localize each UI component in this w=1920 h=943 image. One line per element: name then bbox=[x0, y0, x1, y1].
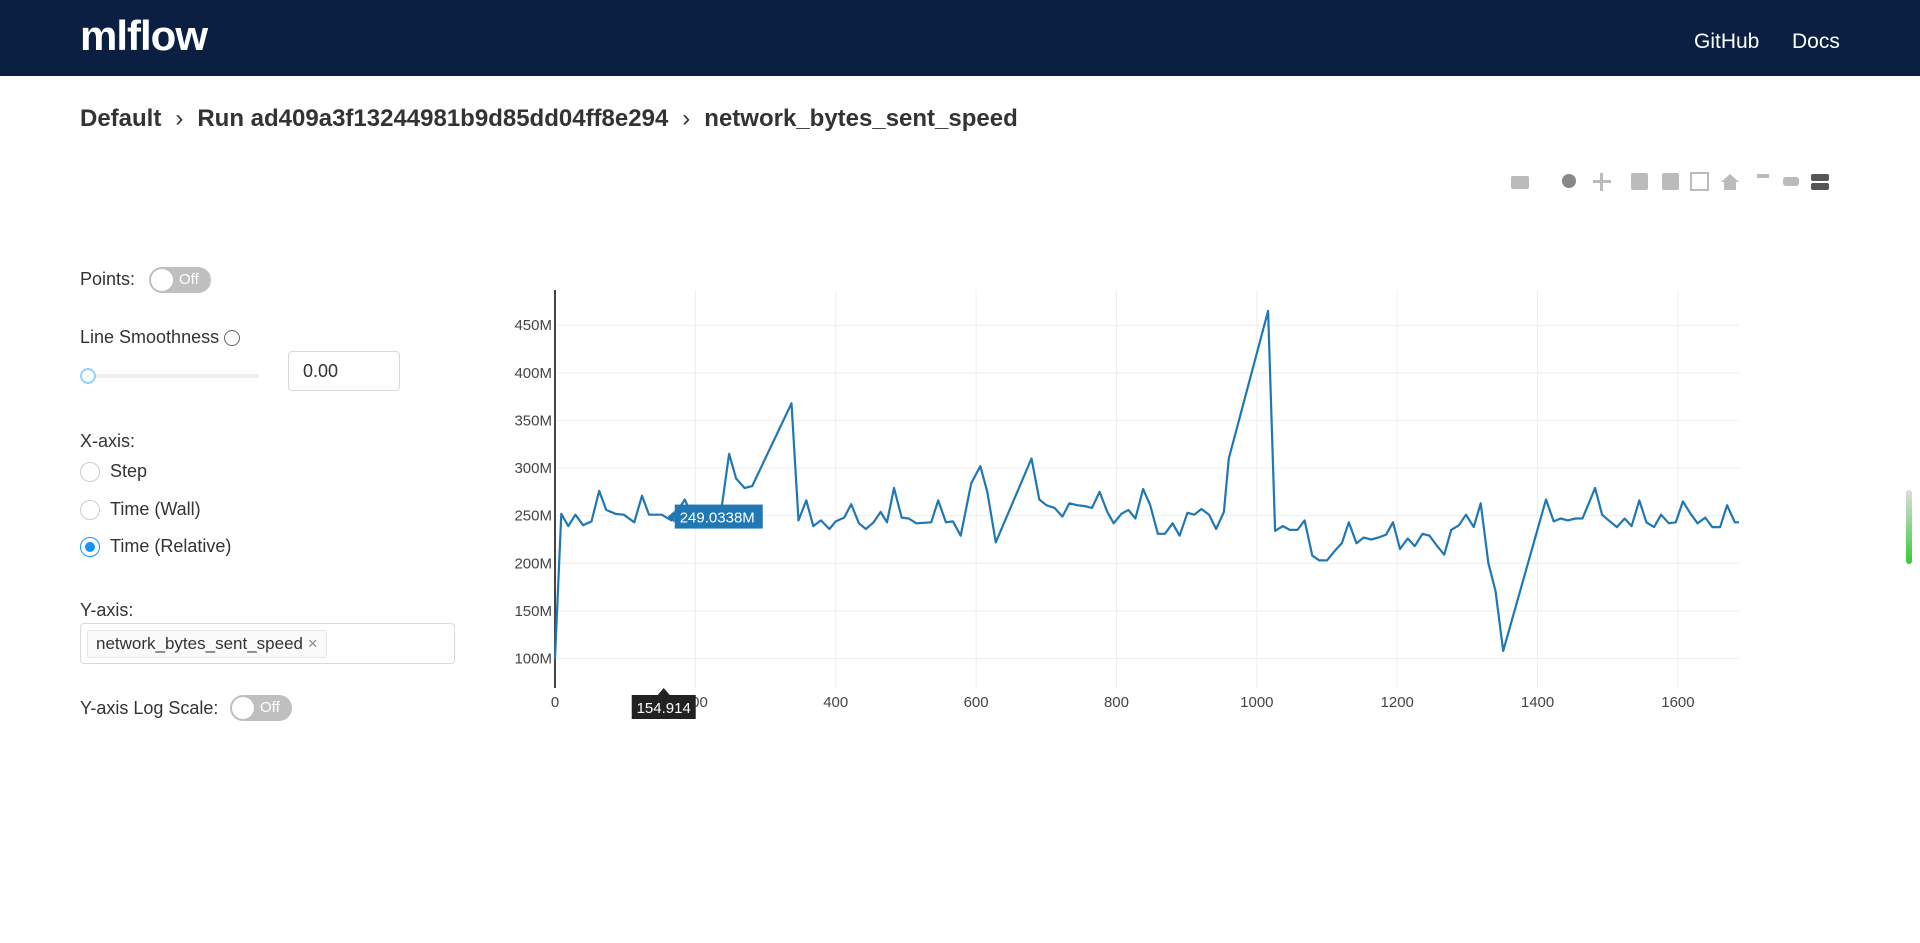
x-tick-label: 600 bbox=[964, 694, 989, 711]
y-tick-label: 300M bbox=[514, 460, 552, 477]
x-axis-label: X-axis: bbox=[80, 431, 136, 451]
separator: › bbox=[175, 105, 184, 132]
breadcrumb: Default › Run ad409a3f13244981b9d85dd04ff… bbox=[80, 105, 1018, 133]
separator: › bbox=[682, 105, 691, 132]
y-axis-select[interactable]: network_bytes_sent_speed × bbox=[80, 623, 455, 664]
x-tick-label: 400 bbox=[823, 694, 848, 711]
radio-label[interactable]: Time (Relative) bbox=[110, 536, 232, 556]
log-scale-toggle[interactable]: Off bbox=[230, 695, 292, 721]
slider-track bbox=[87, 374, 259, 378]
slider-handle[interactable] bbox=[80, 368, 96, 384]
tag-close[interactable]: × bbox=[307, 634, 318, 653]
hover-x-label: 154.914 bbox=[637, 700, 691, 717]
smoothness-label: Line Smoothness bbox=[80, 327, 241, 348]
x-tick-label: 1400 bbox=[1521, 694, 1554, 711]
toggle-knob bbox=[232, 697, 254, 719]
y-tick-label: 200M bbox=[514, 555, 552, 572]
crumb[interactable]: Run ad409a3f13244981b9d85dd04ff8e294 bbox=[197, 105, 669, 132]
x-tick-label: 1600 bbox=[1661, 694, 1694, 711]
radio[interactable] bbox=[80, 537, 100, 557]
radio-label[interactable]: Step bbox=[110, 461, 148, 481]
y-tick-label: 450M bbox=[514, 317, 552, 334]
radio[interactable] bbox=[80, 462, 100, 482]
toggle-knob bbox=[151, 269, 173, 291]
hover-y-box bbox=[674, 504, 763, 529]
input-value: 0.00 bbox=[303, 361, 339, 381]
github-link[interactable]: GitHub bbox=[1694, 30, 1760, 53]
radio[interactable] bbox=[80, 499, 100, 520]
tag-text: network_bytes_sent_speed bbox=[96, 634, 303, 653]
radio-label[interactable]: Time (Wall) bbox=[110, 498, 201, 519]
line bbox=[553, 309, 1739, 659]
help-icon[interactable] bbox=[224, 330, 241, 347]
y-tick-label: 250M bbox=[514, 508, 552, 525]
y-axis-label: Y-axis: bbox=[80, 600, 134, 620]
crumb[interactable]: Default bbox=[80, 105, 162, 132]
y-axis-tag: network_bytes_sent_speed × bbox=[87, 630, 327, 658]
x-tick-label: 800 bbox=[1104, 694, 1129, 711]
x-tick-label: 1000 bbox=[1240, 694, 1273, 711]
y-tick-label: 100M bbox=[514, 650, 552, 667]
chart: 02004006008001000120014001600100M150M200… bbox=[514, 290, 1739, 719]
y-tick-label: 150M bbox=[514, 603, 552, 620]
x-tick-label: 1200 bbox=[1381, 694, 1414, 711]
toolbar-icons[interactable] bbox=[1511, 172, 1829, 191]
hover-x-arrow bbox=[657, 688, 670, 695]
hover-x-box bbox=[631, 695, 696, 719]
crumb: network_bytes_sent_speed bbox=[704, 105, 1018, 132]
points-toggle[interactable]: Off bbox=[149, 267, 211, 293]
scroll-indicator bbox=[1906, 490, 1912, 564]
points-label: Points: bbox=[80, 269, 136, 289]
y-tick-label: 350M bbox=[514, 412, 552, 429]
docs-link[interactable]: Docs bbox=[1792, 30, 1840, 53]
toggle-text: Off bbox=[179, 271, 199, 288]
logo[interactable]: mlflow bbox=[80, 12, 208, 59]
y-tick-label: 400M bbox=[514, 365, 552, 382]
smoothness-input[interactable]: 0.00 bbox=[288, 351, 400, 391]
x-tick-label: 0 bbox=[551, 694, 559, 711]
hover-arrow bbox=[667, 510, 675, 523]
toggle-text: Off bbox=[260, 699, 280, 716]
label-text: Line Smoothness bbox=[80, 327, 220, 347]
log-scale-label: Y-axis Log Scale: bbox=[80, 698, 219, 718]
hover-y-label: 249.0338M bbox=[680, 510, 755, 527]
plot-toolbar bbox=[1511, 172, 1829, 191]
header: mlflow GitHub Docs bbox=[0, 0, 1920, 76]
